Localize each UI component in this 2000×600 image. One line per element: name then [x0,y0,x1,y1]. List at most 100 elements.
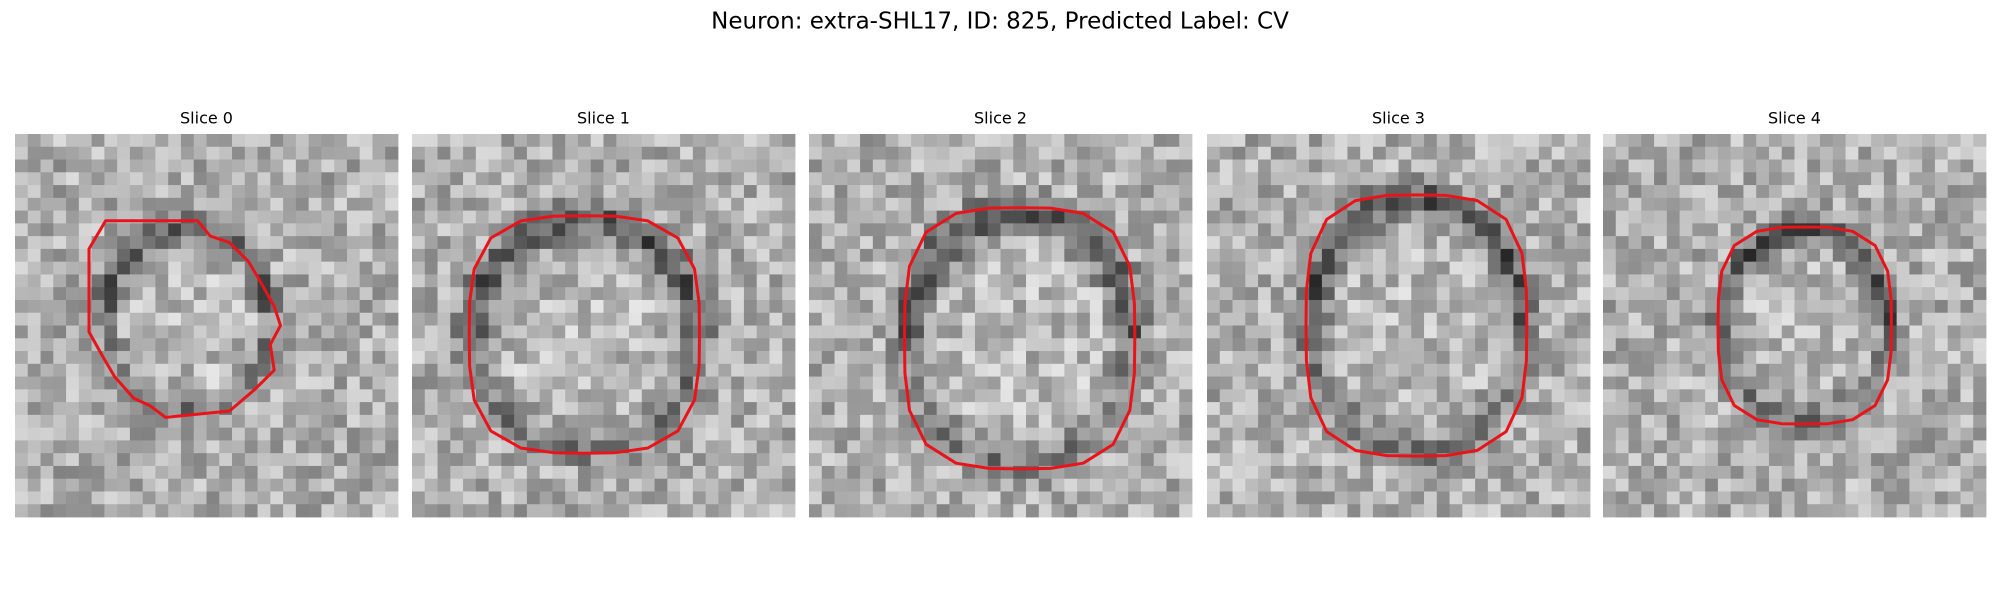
pixel [1845,427,1859,441]
pixel [232,338,246,352]
pixel [654,299,668,314]
pixel [53,248,67,263]
pixel [1140,491,1155,505]
pixel [91,389,105,403]
pixel [168,274,182,288]
pixel [501,185,515,199]
pixel [847,172,861,186]
pixel [1245,491,1259,505]
pixel [53,465,67,480]
pixel [1347,236,1361,250]
pixel [321,172,335,186]
pixel [1128,504,1142,518]
pixel [782,491,796,505]
pixel [15,185,29,199]
pixel [1743,491,1757,505]
pixel [1026,134,1040,148]
pixel [987,248,1001,263]
pixel [1013,261,1027,275]
pixel [104,453,118,467]
pixel [1309,197,1323,211]
pixel [1449,440,1463,454]
pixel [1321,299,1336,314]
pixel [334,236,348,250]
pixel [847,223,861,237]
pixel [1026,210,1040,224]
pixel [1577,453,1591,467]
pixel [667,440,681,454]
pixel [270,402,284,416]
pixel [577,223,592,237]
pixel [1449,389,1463,403]
pixel [1743,299,1757,314]
pixel [1128,146,1142,160]
pixel [1283,287,1297,301]
pixel [743,389,758,403]
pixel [1641,274,1655,288]
pixel [424,274,438,288]
pixel [1756,402,1770,416]
pixel [1140,312,1155,326]
pixel [1258,236,1272,250]
pixel [1922,478,1936,492]
pixel [731,172,745,186]
pixel [987,146,1001,160]
pixel [1577,223,1591,237]
pixel [1615,274,1629,288]
pixel [424,223,438,237]
pixel [15,491,29,505]
pixel [809,376,823,390]
image-panel [1603,134,1987,518]
pixel [15,427,29,441]
pixel [552,376,566,390]
pixel [872,351,886,365]
pixel [1692,453,1706,467]
pixel [91,440,105,454]
pixel [616,287,630,301]
pixel [641,414,655,429]
pixel [1207,453,1221,467]
pixel [1628,261,1642,275]
pixel [809,299,823,314]
pixel [1398,223,1412,237]
pixel [731,185,745,199]
pixel [1896,274,1910,288]
pixel [372,389,386,403]
pixel [680,223,694,237]
pixel [1679,414,1693,429]
pixel [1398,312,1412,326]
pixel [1615,351,1629,365]
pixel [847,197,861,211]
pixel [834,402,848,416]
pixel [1807,159,1821,173]
pixel [91,504,105,518]
pixel [743,402,758,416]
pixel [193,389,207,403]
pixel [385,351,399,365]
pixel [244,402,258,416]
pixel [91,159,105,173]
pixel [1947,389,1961,403]
pixel [295,299,310,314]
pixel [1909,440,1923,454]
pixel [885,146,899,160]
pixel [1077,236,1091,250]
pixel [1385,248,1399,263]
pixel [1153,134,1167,148]
pixel [1781,312,1795,326]
pixel [463,248,477,263]
pixel [962,236,976,250]
pixel [603,248,617,263]
pixel [501,312,515,326]
pixel [232,465,246,480]
pixel [308,414,322,429]
pixel [117,338,131,352]
pixel [705,440,719,454]
pixel [53,159,67,173]
pixel [1424,274,1438,288]
pixel [1283,159,1297,173]
pixel [1334,465,1348,480]
pixel [1179,402,1193,416]
pixel [1883,134,1898,148]
pixel [1973,146,1987,160]
